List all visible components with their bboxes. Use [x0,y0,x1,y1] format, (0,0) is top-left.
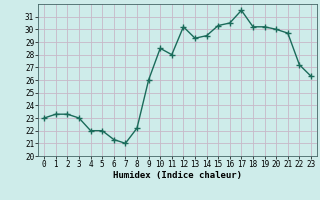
X-axis label: Humidex (Indice chaleur): Humidex (Indice chaleur) [113,171,242,180]
